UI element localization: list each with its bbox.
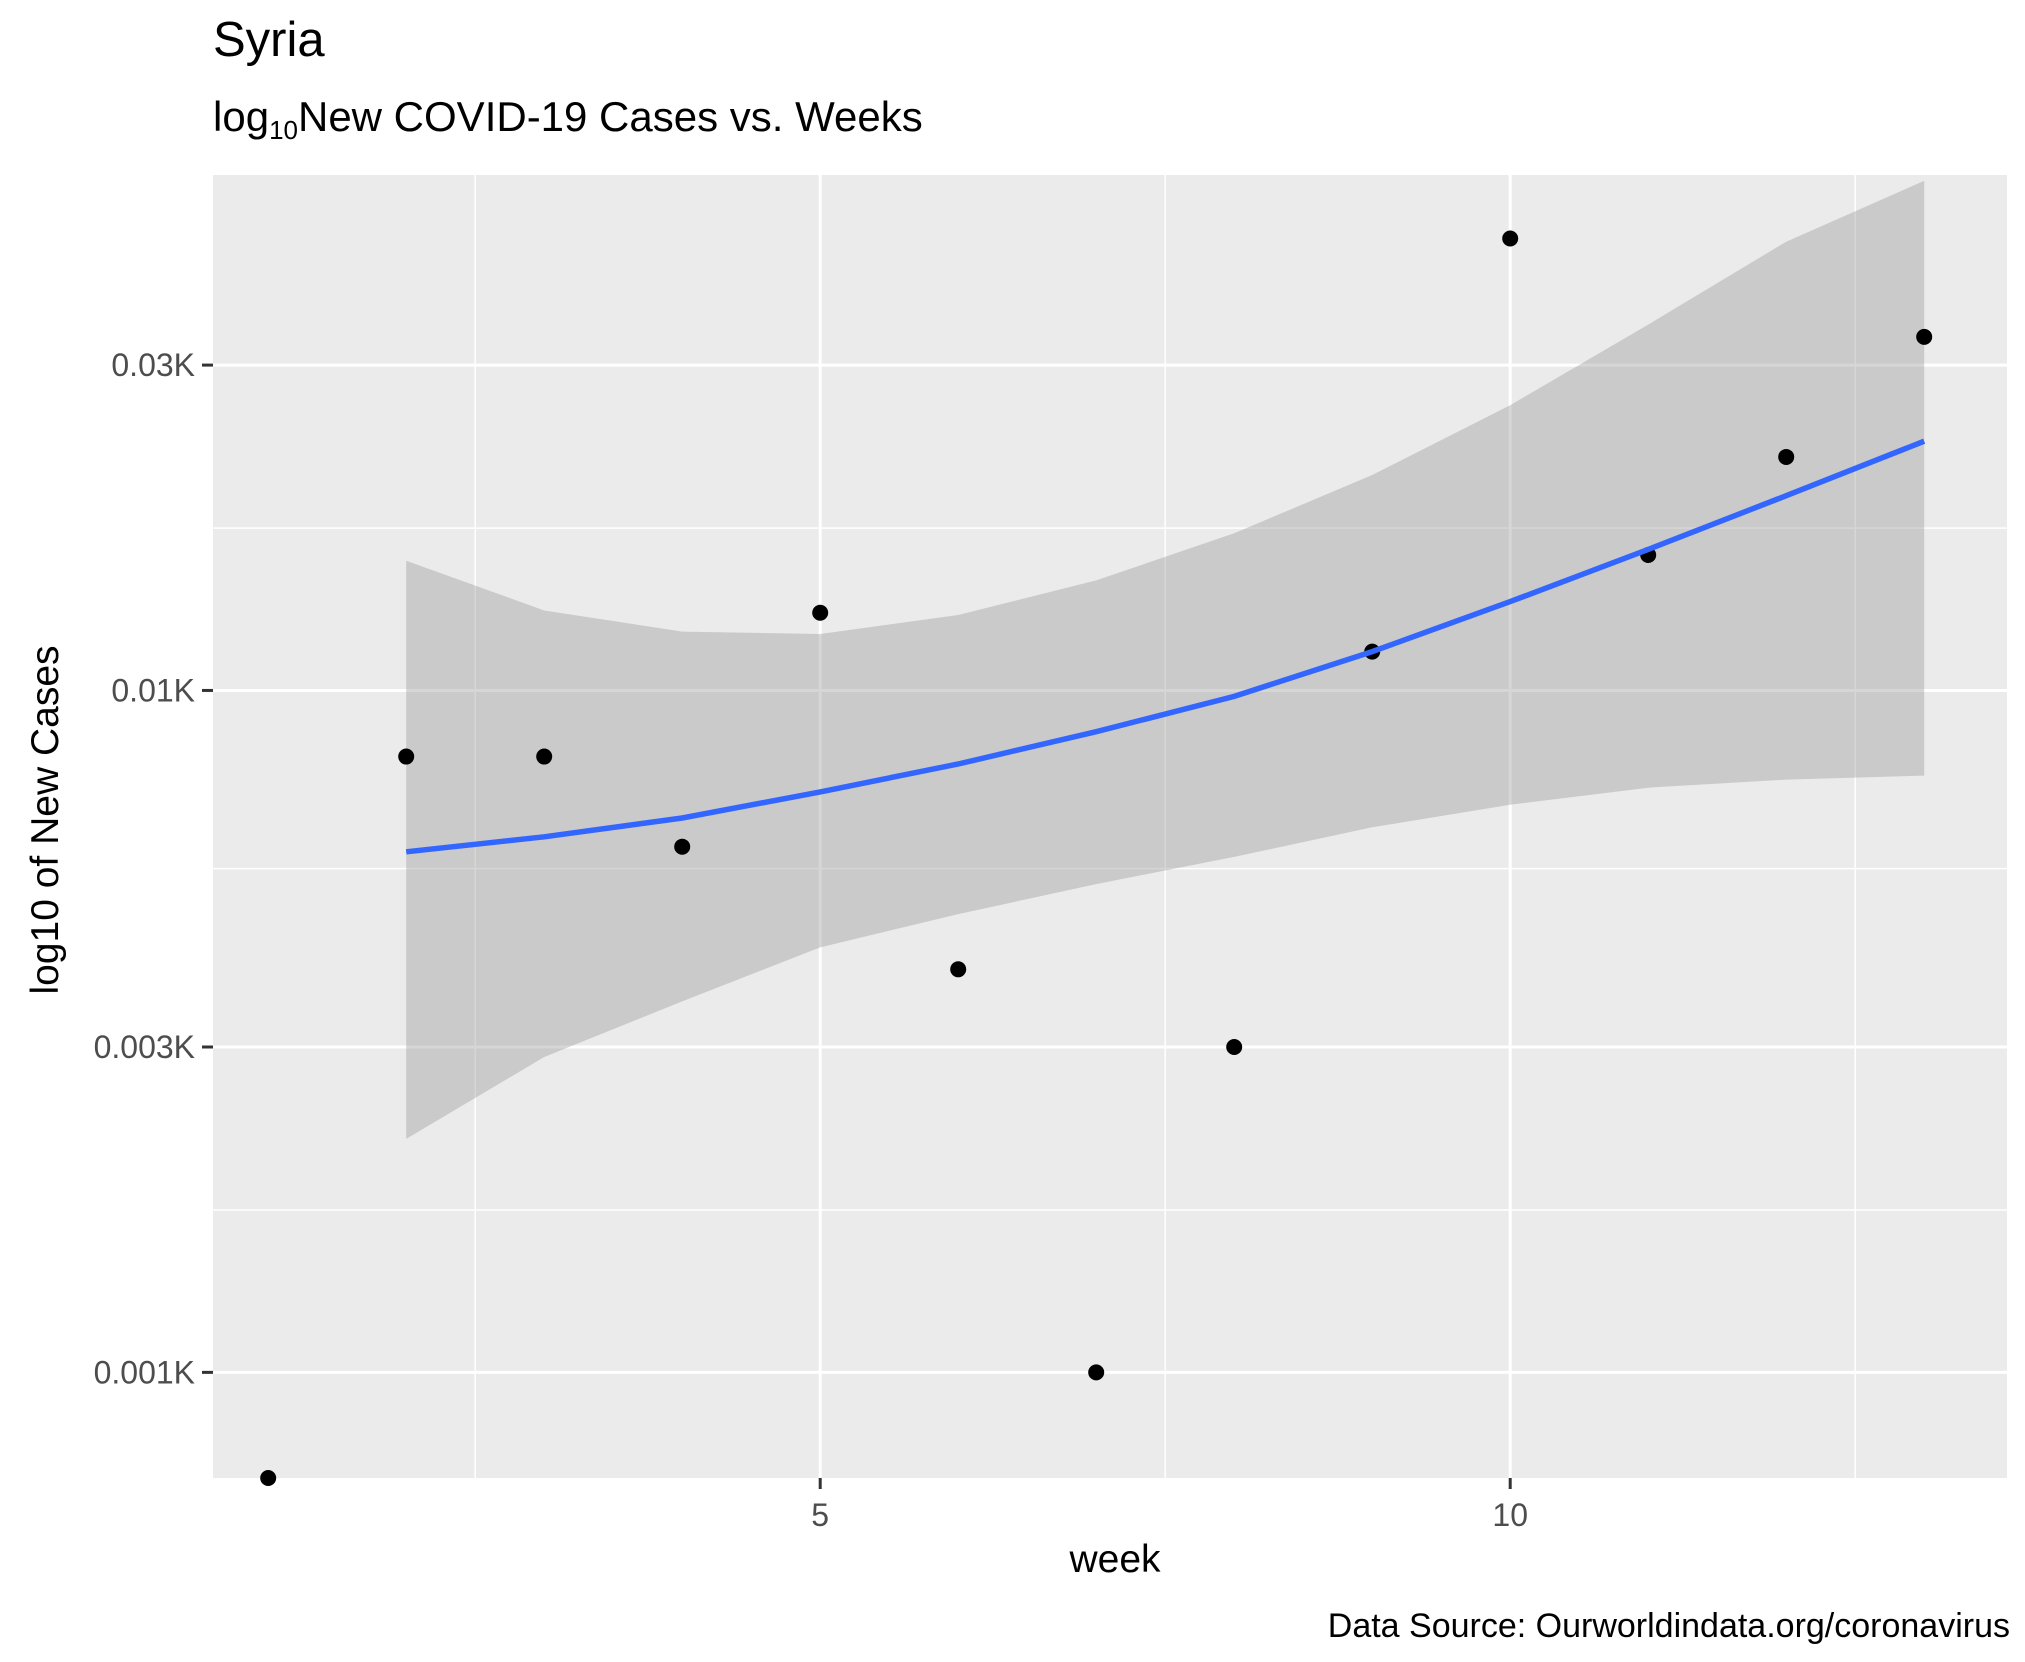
smooth-trend-line [405,438,1926,855]
data-point [1502,230,1519,247]
y-tick-label: 0.03K [111,347,195,383]
data-point [674,838,691,855]
x-tick-label: 10 [1492,1497,1528,1533]
subtitle-text: New COVID-19 Cases vs. Weeks [297,93,923,140]
y-tick-label: 0.001K [94,1354,195,1390]
data-point [1226,1039,1243,1056]
y-tick-label: 0.01K [111,672,195,708]
data-point [260,1470,277,1486]
x-axis-label: week [1069,1538,1161,1581]
data-source-caption: Data Source: Ourworldindata.org/coronavi… [1327,1607,2010,1645]
y-tick-label: 0.003K [94,1029,195,1065]
panel-clip-mask [193,1478,253,1498]
data-point [1916,328,1933,345]
subtitle-log: log [213,93,270,140]
data-point [1778,448,1795,465]
plot-panel [213,175,2007,1478]
x-tick-label: 5 [811,1497,829,1533]
data-point [398,748,415,765]
subtitle-subscript: 10 [269,115,298,145]
chart-subtitle: log10New COVID-19 Cases vs. Weeks [213,92,923,146]
data-point [1088,1364,1105,1381]
data-point [950,961,967,978]
data-point [812,604,829,621]
confidence-band [406,180,1925,1139]
chart-title: Syria [213,13,325,67]
data-point [536,748,553,765]
